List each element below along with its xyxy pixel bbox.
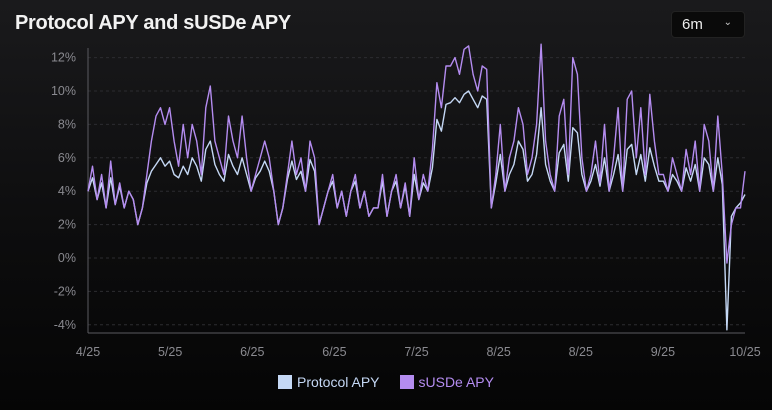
- x-tick-label: 4/25: [76, 345, 100, 359]
- x-tick-label: 6/25: [322, 345, 346, 359]
- y-tick-label: 10%: [51, 84, 76, 98]
- range-value: 6m: [682, 16, 703, 33]
- y-tick-label: -4%: [54, 318, 76, 332]
- legend-swatch-protocol: [278, 375, 292, 389]
- legend-item-susde-apy[interactable]: sUSDe APY: [399, 374, 494, 390]
- x-tick-label: 6/25: [240, 345, 264, 359]
- chart-title: Protocol APY and sUSDe APY: [15, 12, 291, 34]
- legend: Protocol APY sUSDe APY: [0, 374, 772, 390]
- series-line-susde-apy: [87, 43, 746, 264]
- y-tick-label: 4%: [58, 184, 76, 198]
- legend-label-protocol: Protocol APY: [297, 374, 380, 390]
- y-tick-label: 2%: [58, 218, 76, 232]
- x-tick-label: 8/25: [569, 345, 593, 359]
- range-dropdown[interactable]: 6m ⌄: [671, 11, 745, 38]
- legend-item-protocol-apy[interactable]: Protocol APY: [278, 374, 380, 390]
- x-tick-label: 7/25: [404, 345, 428, 359]
- y-tick-label: 12%: [51, 51, 76, 65]
- y-tick-label: 6%: [58, 151, 76, 165]
- chevron-down-icon: ⌄: [723, 17, 732, 28]
- x-tick-label: 8/25: [486, 345, 510, 359]
- y-tick-label: -2%: [54, 284, 76, 298]
- x-tick-label: 9/25: [651, 345, 675, 359]
- y-tick-label: 0%: [58, 251, 76, 265]
- y-tick-label: 8%: [58, 117, 76, 131]
- legend-swatch-susde: [399, 375, 414, 389]
- legend-label-susde: sUSDe APY: [418, 374, 494, 390]
- x-tick-label: 10/25: [729, 345, 760, 359]
- series-line-protocol-apy: [87, 90, 746, 331]
- x-tick-label: 5/25: [158, 345, 182, 359]
